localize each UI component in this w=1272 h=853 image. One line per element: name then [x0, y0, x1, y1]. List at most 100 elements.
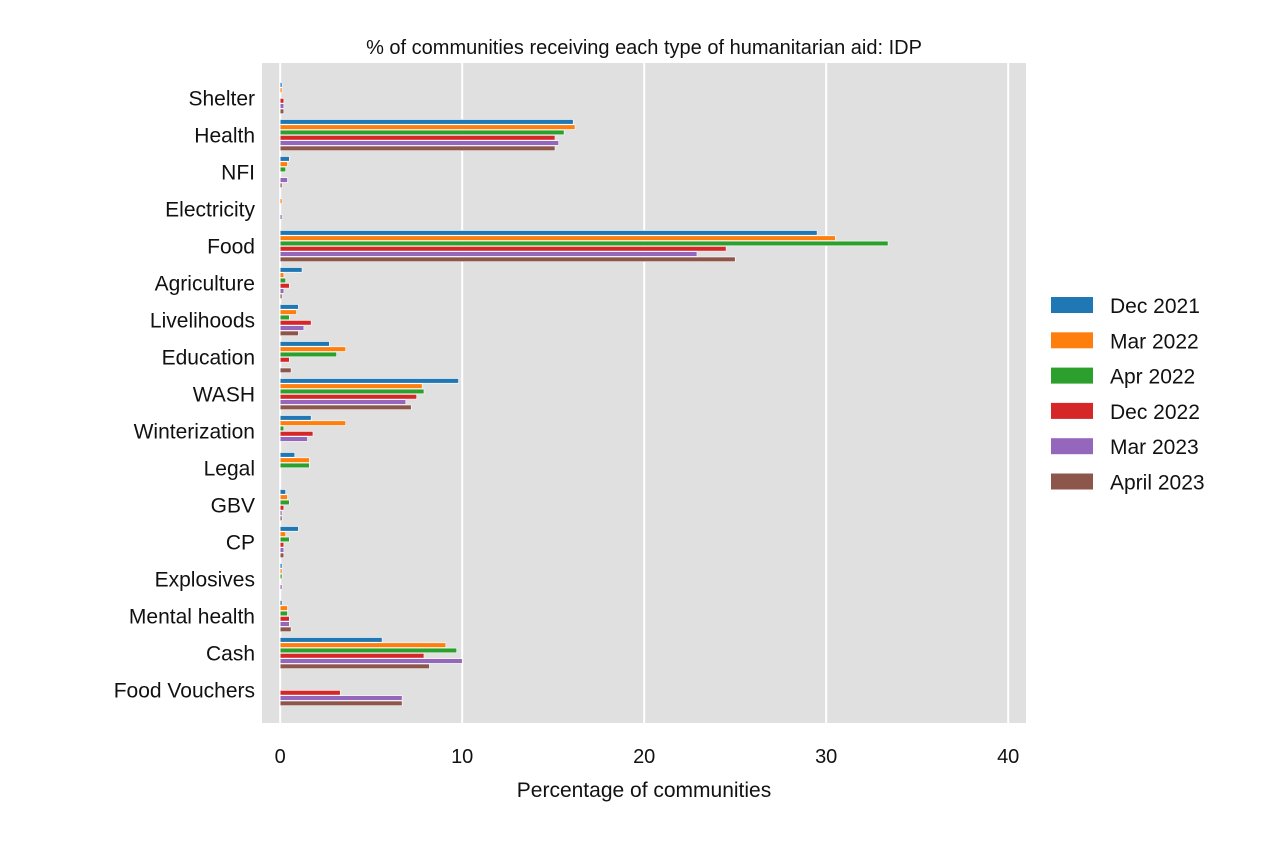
bar [279, 288, 285, 294]
category-label: Electricity [165, 198, 255, 221]
legend-swatch [1051, 297, 1093, 313]
bar [279, 341, 330, 347]
bar [279, 383, 423, 389]
legend-swatch [1051, 438, 1093, 455]
bar [279, 214, 283, 220]
bar [279, 573, 283, 580]
legend-label: Apr 2022 [1110, 366, 1195, 389]
bar [279, 568, 283, 574]
bar [279, 129, 565, 136]
bar [279, 515, 283, 521]
legend-label: Dec 2021 [1110, 295, 1200, 318]
bar [279, 283, 290, 289]
bar [279, 251, 698, 257]
bar [279, 425, 285, 432]
legend: Dec 2021 Mar 2022 Apr 2022 Dec 2022 Mar 2023… [1051, 295, 1205, 495]
bar [279, 378, 459, 384]
bar [279, 457, 310, 463]
category-label: NFI [221, 161, 255, 184]
bar [279, 542, 285, 548]
bar [279, 367, 292, 373]
bar [279, 552, 285, 558]
bar [279, 626, 292, 632]
bar [279, 647, 458, 654]
bar [279, 388, 425, 395]
category-label: Cash [206, 642, 255, 665]
category-label: Legal [204, 457, 255, 480]
bar [279, 304, 299, 310]
bar [279, 431, 314, 437]
bar [279, 658, 463, 664]
bar [279, 637, 383, 643]
bar [279, 156, 290, 162]
bar [279, 563, 283, 569]
bar [279, 330, 299, 336]
bar [279, 394, 418, 400]
bar [279, 161, 288, 167]
bar [279, 124, 576, 130]
bar [279, 610, 288, 617]
bar [279, 82, 283, 88]
legend-label: Dec 2022 [1110, 401, 1200, 424]
bar [279, 346, 347, 352]
bar [279, 616, 290, 622]
bar [279, 663, 430, 669]
bar [279, 277, 286, 284]
bar [279, 510, 283, 516]
category-label: GBV [211, 494, 255, 517]
x-axis-title: Percentage of communities [517, 779, 771, 802]
bar [279, 103, 285, 109]
bar [279, 272, 285, 278]
bar [279, 166, 286, 173]
bar [279, 605, 288, 611]
bar [279, 494, 288, 500]
category-labels: Shelter Health NFI Electricity Food Agricultu… [114, 87, 256, 702]
category-label: Food Vouchers [114, 679, 255, 702]
bar [279, 108, 285, 114]
bar [279, 357, 290, 363]
category-label: Shelter [188, 87, 255, 110]
bar [279, 87, 283, 93]
legend-swatch [1051, 402, 1093, 419]
bar [279, 505, 285, 511]
x-tick-label: 20 [633, 746, 655, 768]
category-label: CP [226, 531, 255, 554]
bar [279, 536, 290, 543]
bar [279, 309, 297, 315]
legend-label: April 2023 [1110, 472, 1205, 495]
bar [279, 246, 727, 252]
x-tick-label: 0 [275, 746, 286, 768]
bar [279, 621, 290, 627]
bar [279, 256, 736, 262]
bar [279, 325, 305, 331]
legend-label: Mar 2023 [1110, 436, 1199, 459]
category-label: Education [162, 346, 255, 369]
bar [279, 145, 556, 151]
x-tick-label: 10 [451, 746, 473, 768]
category-label: Agriculture [155, 272, 255, 295]
bar [279, 314, 290, 321]
bar [279, 653, 425, 659]
bar [279, 547, 285, 553]
bar [279, 690, 341, 696]
bar [279, 600, 283, 606]
bar [279, 489, 286, 495]
chart-title: % of communities receiving each type of … [366, 37, 922, 59]
bar [279, 642, 447, 648]
bar [279, 182, 283, 188]
category-label: Livelihoods [150, 309, 255, 332]
category-label: WASH [193, 383, 255, 406]
bar [279, 119, 574, 125]
bar [279, 415, 312, 421]
bar [279, 399, 407, 405]
bar [279, 235, 836, 241]
bar [279, 452, 296, 458]
bar [279, 230, 818, 236]
bar [279, 198, 283, 204]
category-label: Explosives [155, 568, 255, 591]
bar [279, 436, 308, 442]
category-label: Winterization [134, 420, 255, 443]
bar [279, 293, 283, 299]
bar [279, 320, 312, 326]
